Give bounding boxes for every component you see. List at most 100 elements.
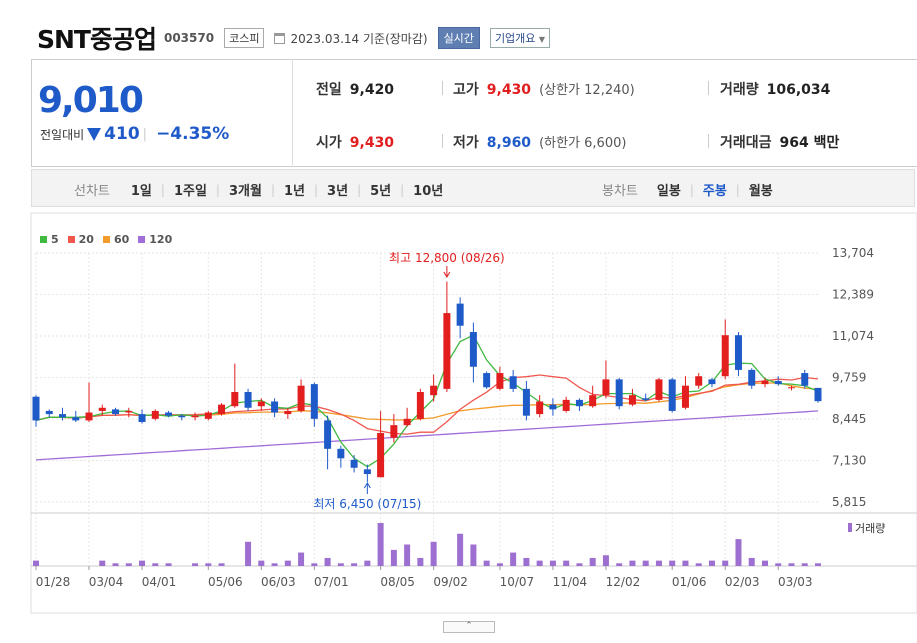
candle-body <box>748 369 756 386</box>
candle-body <box>734 335 742 370</box>
legend-label: 5 <box>51 233 59 246</box>
candle-body <box>589 395 597 407</box>
volume-bar <box>815 563 821 566</box>
volume-label: 거래량 <box>720 82 759 98</box>
line-period-4[interactable]: 3년 <box>327 184 349 199</box>
collapse-toggle[interactable]: ⌃ <box>443 621 495 633</box>
y-tick-label: 5,815 <box>832 495 866 509</box>
volume-bar <box>99 560 106 566</box>
candle-body <box>337 448 345 459</box>
volume-bar <box>457 533 464 566</box>
candle-body <box>456 303 464 326</box>
line-period-6[interactable]: 10년 <box>413 184 444 199</box>
candle-body <box>59 414 67 418</box>
divider: | <box>142 126 148 142</box>
divider: | <box>160 182 165 197</box>
market-badge: 코스피 <box>224 28 265 48</box>
candle-body <box>761 380 769 385</box>
line-period-0[interactable]: 1일 <box>130 184 152 199</box>
candle-body <box>814 387 822 402</box>
volume-bar <box>152 563 159 566</box>
open-value: 9,430 <box>349 135 395 151</box>
volume-bar <box>324 557 331 566</box>
legend-item-20: 20 <box>67 233 94 246</box>
line-period-1[interactable]: 1주일 <box>173 184 207 199</box>
chevron-up-icon: ⌃ <box>465 621 473 631</box>
upper-limit: (상한가 12,240) <box>539 83 635 98</box>
volume-bar <box>258 560 265 566</box>
volume-bar <box>536 560 543 566</box>
candle-body <box>310 384 318 419</box>
legend-item-5: 5 <box>40 233 59 246</box>
volume-bar <box>311 563 318 566</box>
volume-bar <box>337 563 344 566</box>
prev-close-value: 9,420 <box>349 82 395 98</box>
divider: | <box>735 182 740 197</box>
candle-period-2[interactable]: 월봉 <box>748 184 773 199</box>
candle-body <box>244 392 252 408</box>
volume-bar <box>298 552 305 566</box>
volume-bar <box>496 563 503 566</box>
volume-bar <box>748 557 755 566</box>
volume-bar <box>616 563 623 566</box>
candle-body <box>297 385 305 411</box>
candle-body <box>708 379 716 385</box>
candle-body <box>350 459 358 468</box>
volume-bar <box>470 544 477 566</box>
candle-body <box>602 379 610 396</box>
divider: | <box>689 182 694 197</box>
ma5-line <box>35 334 819 468</box>
x-tick-label: 02/03 <box>725 575 760 589</box>
price-change: 전일대비 410 | −4.35% <box>40 124 229 144</box>
volume-bar <box>761 560 768 566</box>
volume-bar <box>576 563 583 566</box>
company-overview-dropdown[interactable]: 기업개요 ▼ <box>489 28 551 48</box>
candle-body <box>138 414 146 422</box>
candle-body <box>271 401 279 413</box>
volume-bar <box>510 552 517 566</box>
line-period-5[interactable]: 5년 <box>370 184 392 199</box>
candle-body <box>363 469 371 475</box>
volume-bar <box>125 563 132 566</box>
legend-swatch <box>138 236 146 243</box>
volume: 거래량 106,034 <box>720 79 830 99</box>
y-tick-label: 8,445 <box>832 412 866 426</box>
volume-bar <box>589 557 596 566</box>
candle-body <box>443 313 451 389</box>
down-triangle-icon <box>87 127 102 141</box>
x-tick-label: 03/03 <box>778 575 813 589</box>
candle-body <box>774 380 782 385</box>
chevron-down-icon: ▼ <box>538 35 546 44</box>
volume-bar <box>364 560 371 566</box>
candle-body <box>562 399 570 411</box>
high-price: 고가 9,430 (상한가 12,240) <box>453 79 635 99</box>
candle-body <box>628 395 636 405</box>
x-tick-label: 09/02 <box>433 575 468 589</box>
quote-panel <box>31 59 917 167</box>
candle-body <box>496 373 504 389</box>
line-period-2[interactable]: 3개월 <box>228 184 262 199</box>
line-period-3[interactable]: 1년 <box>283 184 305 199</box>
volume-bar <box>655 560 662 566</box>
candle-body <box>536 401 544 415</box>
calendar-icon <box>274 32 286 44</box>
volume-bar <box>642 560 649 566</box>
candle-body <box>416 392 424 419</box>
candle-body <box>430 385 438 396</box>
candle-body <box>231 392 239 407</box>
candle-period-1[interactable]: 주봉 <box>702 184 727 199</box>
volume-bar <box>205 563 212 566</box>
volume-bar <box>602 555 609 566</box>
candle-period-0[interactable]: 일봉 <box>656 184 681 199</box>
low-annotation: 최저 6,450 (07/15) <box>313 497 421 511</box>
volume-bar <box>629 560 636 566</box>
y-tick-label: 9,759 <box>832 371 866 385</box>
x-tick-label: 08/05 <box>380 575 415 589</box>
realtime-button[interactable]: 실시간 <box>437 27 480 49</box>
low-value: 8,960 <box>486 135 532 151</box>
candle-body <box>390 425 398 438</box>
volume-bar <box>669 560 676 566</box>
x-tick-label: 03/04 <box>89 575 124 589</box>
volume-legend-label: 거래량 <box>855 522 885 535</box>
